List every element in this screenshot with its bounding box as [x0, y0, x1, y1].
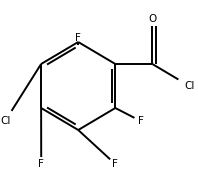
Text: O: O [148, 14, 156, 24]
Text: Cl: Cl [0, 116, 10, 126]
Text: F: F [112, 159, 118, 169]
Text: F: F [138, 116, 144, 126]
Text: F: F [75, 33, 81, 43]
Text: F: F [38, 159, 44, 169]
Text: Cl: Cl [184, 81, 194, 91]
